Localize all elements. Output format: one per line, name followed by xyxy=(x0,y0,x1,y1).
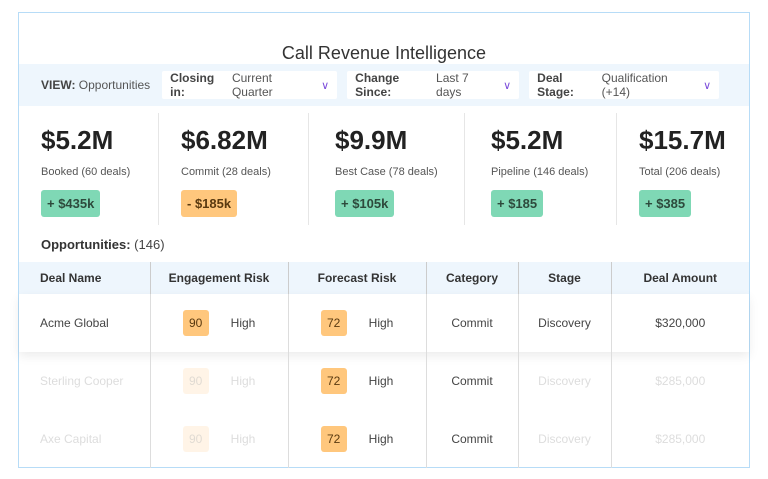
forecast-score: 72 xyxy=(320,426,347,452)
forecast-score: 72 xyxy=(320,310,347,336)
header-engagement-risk[interactable]: Engagement Risk xyxy=(150,262,289,294)
deal-amount: $285,000 xyxy=(655,374,706,388)
chevron-down-icon: ∨ xyxy=(703,79,712,92)
category: Commit xyxy=(426,352,519,410)
stats-row: $5.2M Booked (60 deals) + $435k $6.82M Comm… xyxy=(19,113,749,225)
page-title: Call Revenue Intelligence xyxy=(281,43,487,63)
header-category[interactable]: Category xyxy=(426,262,519,294)
engagement-score: 90 xyxy=(182,426,209,452)
change-badge: + $385 xyxy=(639,190,692,217)
view-selector[interactable]: VIEW: Opportunities xyxy=(41,78,151,92)
deal-amount: $285,000 xyxy=(655,432,706,446)
deal-name[interactable]: Acme Global xyxy=(19,294,151,352)
engagement-risk: 90 High xyxy=(150,352,289,410)
header-stage[interactable]: Stage xyxy=(518,262,612,294)
change-badge: + $435k xyxy=(41,190,101,217)
filter-bar: VIEW: Opportunities Closing in: Current … xyxy=(19,64,749,106)
stat-booked: $5.2M Booked (60 deals) + $435k xyxy=(19,113,159,225)
category: Commit xyxy=(426,294,519,352)
engagement-score: 90 xyxy=(182,310,209,336)
header-forecast-risk[interactable]: Forecast Risk xyxy=(288,262,427,294)
forecast-score: 72 xyxy=(320,368,347,394)
revenue-card: Call Revenue Intelligence VIEW: Opportun… xyxy=(18,12,750,468)
category: Commit xyxy=(426,410,519,468)
change-badge: + $185 xyxy=(491,190,544,217)
deal-name[interactable]: Sterling Cooper xyxy=(19,352,151,410)
change-badge: + $105k xyxy=(335,190,395,217)
stat-best-case: $9.9M Best Case (78 deals) + $105k xyxy=(309,113,465,225)
engagement-score: 90 xyxy=(182,368,209,394)
stage: Discovery xyxy=(518,410,612,468)
chevron-down-icon: ∨ xyxy=(503,79,512,92)
forecast-risk: 72 High xyxy=(288,294,427,352)
table-row[interactable]: Acme Global 90 High 72 High Commit Discove… xyxy=(19,294,749,352)
table-row[interactable]: Axe Capital 90 High 72 High Commit Discove… xyxy=(19,410,749,468)
change-badge: - $185k xyxy=(181,190,238,217)
change-since-dropdown[interactable]: Change Since: Last 7 days ∨ xyxy=(347,71,520,99)
header-deal-amount[interactable]: Deal Amount xyxy=(611,262,749,294)
chevron-down-icon: ∨ xyxy=(321,79,330,92)
stage: Discovery xyxy=(518,352,612,410)
forecast-risk: 72 High xyxy=(288,410,427,468)
stat-total: $15.7M Total (206 deals) + $385 xyxy=(617,113,747,225)
engagement-risk: 90 High xyxy=(150,294,289,352)
deal-name[interactable]: Axe Capital xyxy=(19,410,151,468)
forecast-risk: 72 High xyxy=(288,352,427,410)
stat-commit: $6.82M Commit (28 deals) - $185k xyxy=(159,113,309,225)
opportunities-table: Deal Name Engagement Risk Forecast Risk … xyxy=(19,262,749,468)
deal-stage-dropdown[interactable]: Deal Stage: Qualification (+14) ∨ xyxy=(529,71,720,99)
engagement-risk: 90 High xyxy=(150,410,289,468)
stage: Discovery xyxy=(518,294,612,352)
table-row[interactable]: Sterling Cooper 90 High 72 High Commit Dis… xyxy=(19,352,749,410)
stat-pipeline: $5.2M Pipeline (146 deals) + $185 xyxy=(465,113,617,225)
deal-amount: $320,000 xyxy=(655,316,706,330)
header-deal-name[interactable]: Deal Name xyxy=(19,262,151,294)
opportunities-count: Opportunities: (146) xyxy=(41,237,165,252)
closing-in-dropdown[interactable]: Closing in: Current Quarter ∨ xyxy=(162,71,338,99)
